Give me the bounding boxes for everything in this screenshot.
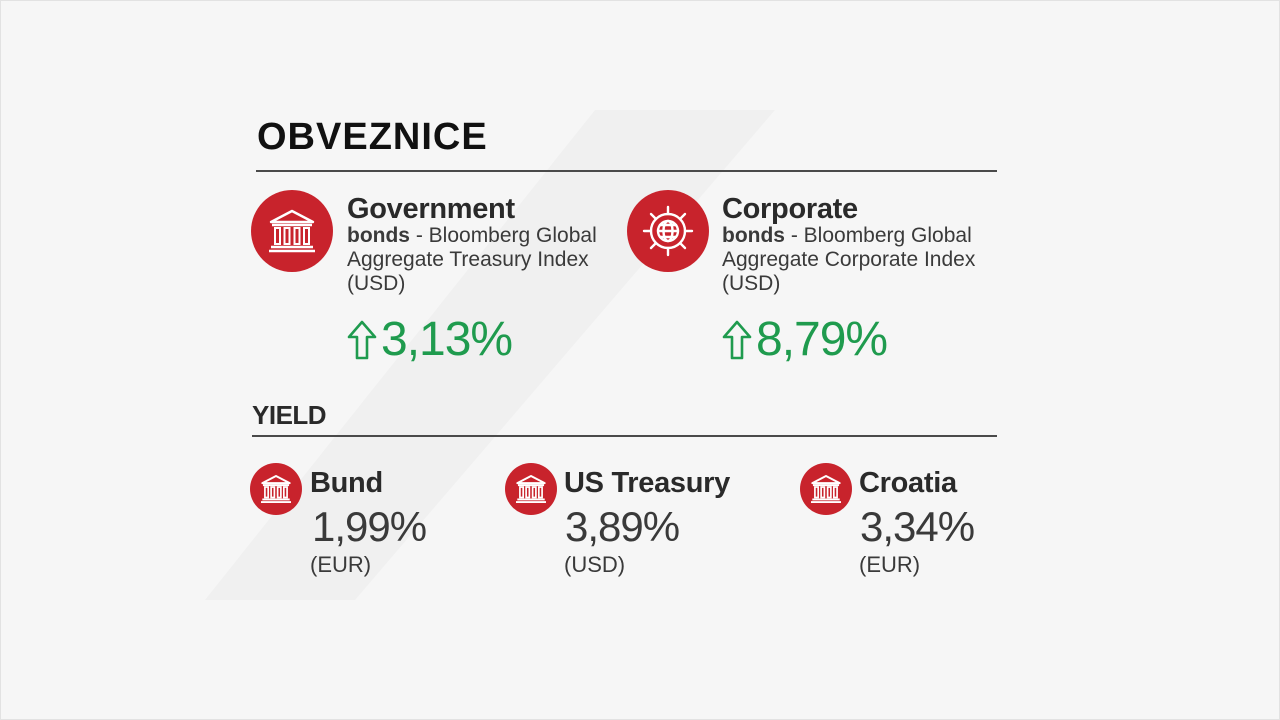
- arrow-up-icon: [347, 320, 377, 359]
- yield-croatia-name: Croatia: [859, 467, 957, 499]
- corporate-bond-change-value: 8,79%: [756, 313, 888, 366]
- corporate-bond-desc-bold: bonds: [722, 224, 785, 247]
- yield-bund-name: Bund: [310, 467, 383, 499]
- yield-us-treasury-name: US Treasury: [564, 467, 730, 499]
- gear-globe-icon: [627, 190, 709, 272]
- government-bond-desc-bold: bonds: [347, 224, 410, 247]
- yield-croatia-value: 3,34%: [860, 503, 975, 550]
- title-divider: [256, 170, 997, 172]
- arrow-up-icon: [722, 320, 752, 359]
- corporate-bond-name: Corporate: [722, 193, 858, 225]
- yield-divider: [252, 435, 997, 437]
- government-bond-change-value: 3,13%: [381, 313, 513, 366]
- government-bond-desc-rest: - Bloomberg Global Aggregate Treasury In…: [347, 224, 597, 295]
- corporate-bond-change: 8,79%: [722, 312, 888, 367]
- yield-bund-value: 1,99%: [312, 503, 427, 550]
- government-bond-description: bonds - Bloomberg Global Aggregate Treas…: [347, 224, 607, 296]
- government-bond-name: Government: [347, 193, 515, 225]
- yield-us-treasury-currency: (USD): [564, 552, 626, 577]
- corporate-bond-description: bonds - Bloomberg Global Aggregate Corpo…: [722, 224, 982, 296]
- government-bond-change: 3,13%: [347, 312, 513, 367]
- bank-building-icon: [800, 463, 852, 515]
- bank-building-icon: [251, 190, 333, 272]
- yield-bund-currency: (EUR): [310, 552, 372, 577]
- bank-building-icon: [505, 463, 557, 515]
- bank-building-icon: [250, 463, 302, 515]
- yield-heading: YIELD: [252, 400, 327, 430]
- yield-us-treasury-value: 3,89%: [565, 503, 680, 550]
- corporate-bond-desc-rest: - Bloomberg Global Aggregate Corporate I…: [722, 224, 976, 295]
- page-title: OBVEZNICE: [257, 116, 488, 158]
- yield-croatia-currency: (EUR): [859, 552, 921, 577]
